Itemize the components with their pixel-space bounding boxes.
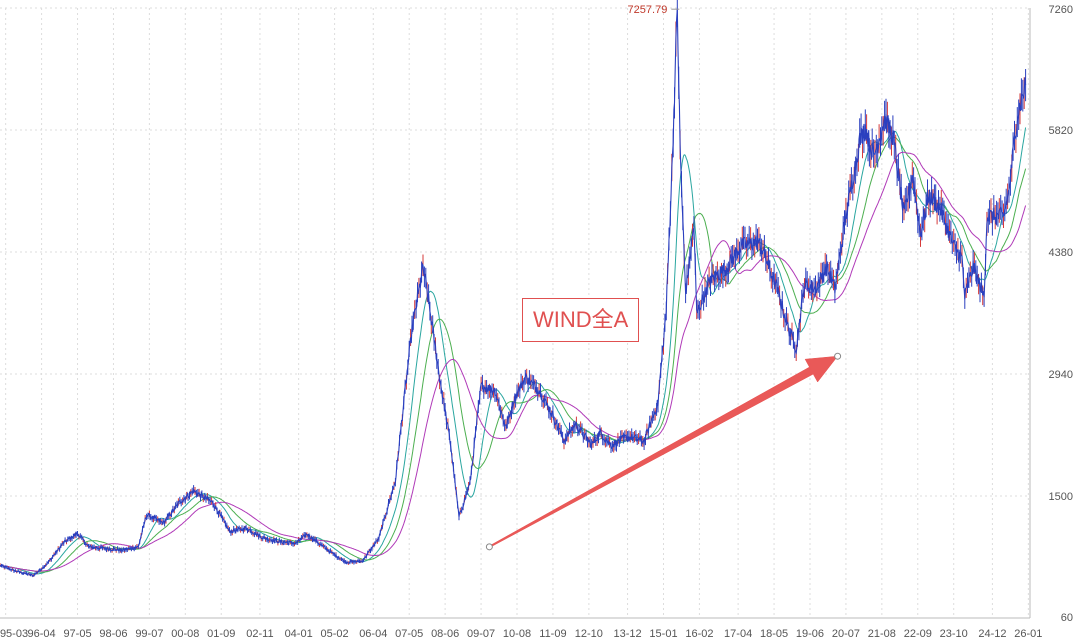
x-tick-label: 08-06 [431, 628, 459, 640]
arrow-end-handle [834, 352, 842, 360]
series-layer [0, 0, 1027, 578]
x-tick-label: 13-12 [613, 628, 641, 640]
chart-title: WIND全A [522, 298, 640, 342]
annotation-layer: 7257.79 [485, 4, 842, 551]
x-tick-label: 26-01 [1014, 628, 1042, 640]
x-tick-label: 10-08 [503, 628, 531, 640]
x-tick-label: 05-02 [321, 628, 349, 640]
series-line-price [0, 8, 1027, 578]
series-line-ma-60 [0, 136, 1027, 573]
y-tick-label: 60 [1061, 612, 1073, 624]
axis-layer: 95-03 96-04 97-05 98-06 99-07 00-08 01-09 02-11… [0, 4, 1073, 640]
x-tick-label: 18-05 [760, 628, 788, 640]
x-tick-label: 17-04 [724, 628, 752, 640]
y-tick-label: 4380 [1049, 247, 1073, 259]
x-tick-label: 20-07 [832, 628, 860, 640]
grid [0, 7, 1030, 619]
x-tick-label: 04-01 [285, 628, 313, 640]
x-tick-label: 00-08 [171, 628, 199, 640]
x-tick-label: 02-11 [246, 628, 273, 640]
x-tick-label: 21-08 [868, 628, 896, 640]
x-tick-label: 97-05 [63, 628, 91, 640]
x-tick-label: 19-06 [796, 628, 824, 640]
y-tick-label: 7260 [1049, 4, 1073, 16]
x-tick-label: 09-07 [467, 628, 495, 640]
x-tick-label: 23-10 [940, 628, 968, 640]
x-tick-label: 98-06 [99, 628, 127, 640]
x-tick-label: 95-03 [0, 628, 28, 640]
x-tick-label: 01-09 [207, 628, 235, 640]
y-tick-label: 2940 [1049, 369, 1073, 381]
x-tick-label: 99-07 [135, 628, 163, 640]
y-tick-label: 5820 [1049, 125, 1073, 137]
x-tick-label: 16-02 [685, 628, 713, 640]
x-tick-label: 24-12 [978, 628, 1006, 640]
series-line-ma-120 [0, 151, 1027, 572]
series-line-ma-20 [0, 127, 1027, 575]
x-tick-label: 22-09 [904, 628, 932, 640]
x-tick-label: 07-05 [395, 628, 423, 640]
x-tick-label: 12-10 [575, 628, 603, 640]
x-tick-label: 06-04 [359, 628, 387, 640]
x-tick-label: 96-04 [28, 628, 56, 640]
trend-arrow [488, 355, 839, 548]
y-tick-label: 1500 [1049, 491, 1073, 503]
peak-label: 7257.79 [628, 4, 668, 16]
arrow-start-handle [485, 543, 493, 551]
x-tick-label: 11-09 [539, 628, 566, 640]
x-tick-label: 15-01 [649, 628, 677, 640]
